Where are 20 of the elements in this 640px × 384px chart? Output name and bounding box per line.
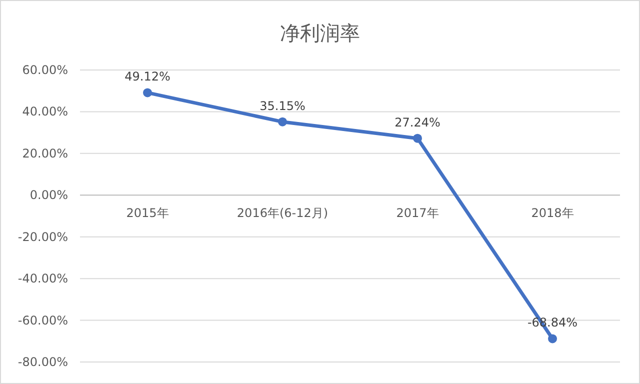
point (278, 117, 287, 126)
point (413, 134, 422, 143)
x-tick-label: 2016年(6-12月) (236, 206, 328, 220)
data-label: 35.15% (260, 98, 306, 113)
y-tick-label: 0.00% (30, 188, 68, 202)
x-tick-label: 2015年 (126, 206, 169, 220)
y-tick-label: 40.00% (22, 104, 68, 119)
y-tick-label: 60.00% (22, 63, 68, 77)
y-tick-label: -20.00% (18, 230, 68, 244)
point (143, 88, 152, 98)
y-tick-label: -60.00% (18, 313, 68, 328)
y-tick-label: -40.00% (18, 272, 68, 286)
x-tick-label: 2017年 (396, 206, 439, 220)
point (548, 334, 557, 344)
chart-title: 净利润率 (280, 21, 360, 45)
data-label: 49.12% (124, 70, 170, 84)
x-tick-label: 2018年 (531, 206, 574, 220)
y-tick-label: -80.00% (18, 355, 68, 369)
data-label: 27.24% (394, 115, 440, 130)
y-tick-label: 20.00% (22, 146, 68, 160)
